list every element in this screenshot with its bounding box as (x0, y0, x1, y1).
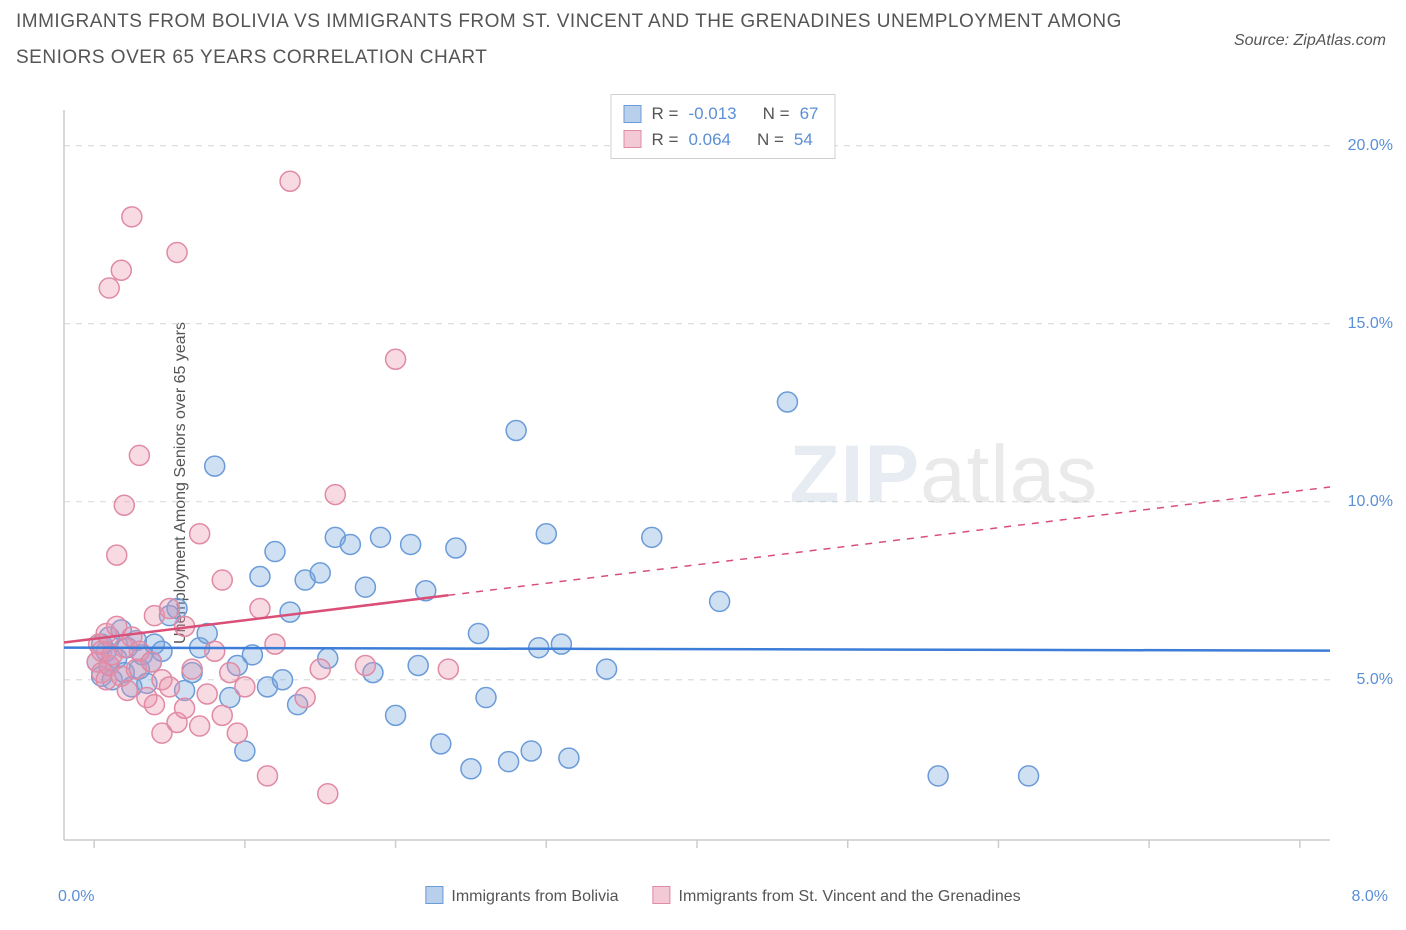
chart-container: IMMIGRANTS FROM BOLIVIA VS IMMIGRANTS FR… (0, 0, 1406, 930)
r-label: R = (652, 127, 679, 153)
legend-item-stvincent: Immigrants from St. Vincent and the Gren… (653, 886, 1021, 906)
y-tick-label: 5.0% (1357, 671, 1393, 689)
n-label: N = (757, 127, 784, 153)
y-tick-label: 20.0% (1348, 137, 1393, 155)
x-tick-min: 0.0% (58, 888, 94, 906)
source-citation: Source: ZipAtlas.com (1234, 32, 1386, 50)
legend-item-bolivia: Immigrants from Bolivia (425, 886, 618, 906)
r-value: -0.013 (688, 101, 736, 127)
legend-label: Immigrants from St. Vincent and the Gren… (679, 888, 1021, 905)
legend-swatch-icon (653, 886, 671, 904)
correlation-legend: R = -0.013 N = 67 R = 0.064 N = 54 (611, 94, 836, 159)
n-value: 54 (794, 127, 813, 153)
legend-swatch-icon (624, 130, 642, 148)
r-value: 0.064 (688, 127, 731, 153)
y-tick-label: 10.0% (1348, 493, 1393, 511)
n-label: N = (763, 101, 790, 127)
n-value: 67 (800, 101, 819, 127)
chart-title: IMMIGRANTS FROM BOLIVIA VS IMMIGRANTS FR… (16, 4, 1136, 76)
legend-label: Immigrants from Bolivia (451, 888, 618, 905)
legend-swatch-icon (624, 105, 642, 123)
chart-area: Unemployment Among Seniors over 65 years… (58, 88, 1388, 878)
r-label: R = (652, 101, 679, 127)
scatter-plot (58, 88, 1388, 878)
title-row: IMMIGRANTS FROM BOLIVIA VS IMMIGRANTS FR… (0, 0, 1406, 76)
legend-swatch-icon (425, 886, 443, 904)
x-tick-max: 8.0% (1352, 888, 1388, 906)
legend-row-stvincent: R = 0.064 N = 54 (624, 127, 819, 153)
y-tick-label: 15.0% (1348, 315, 1393, 333)
bottom-legend: Immigrants from Bolivia Immigrants from … (425, 886, 1020, 906)
legend-row-bolivia: R = -0.013 N = 67 (624, 101, 819, 127)
